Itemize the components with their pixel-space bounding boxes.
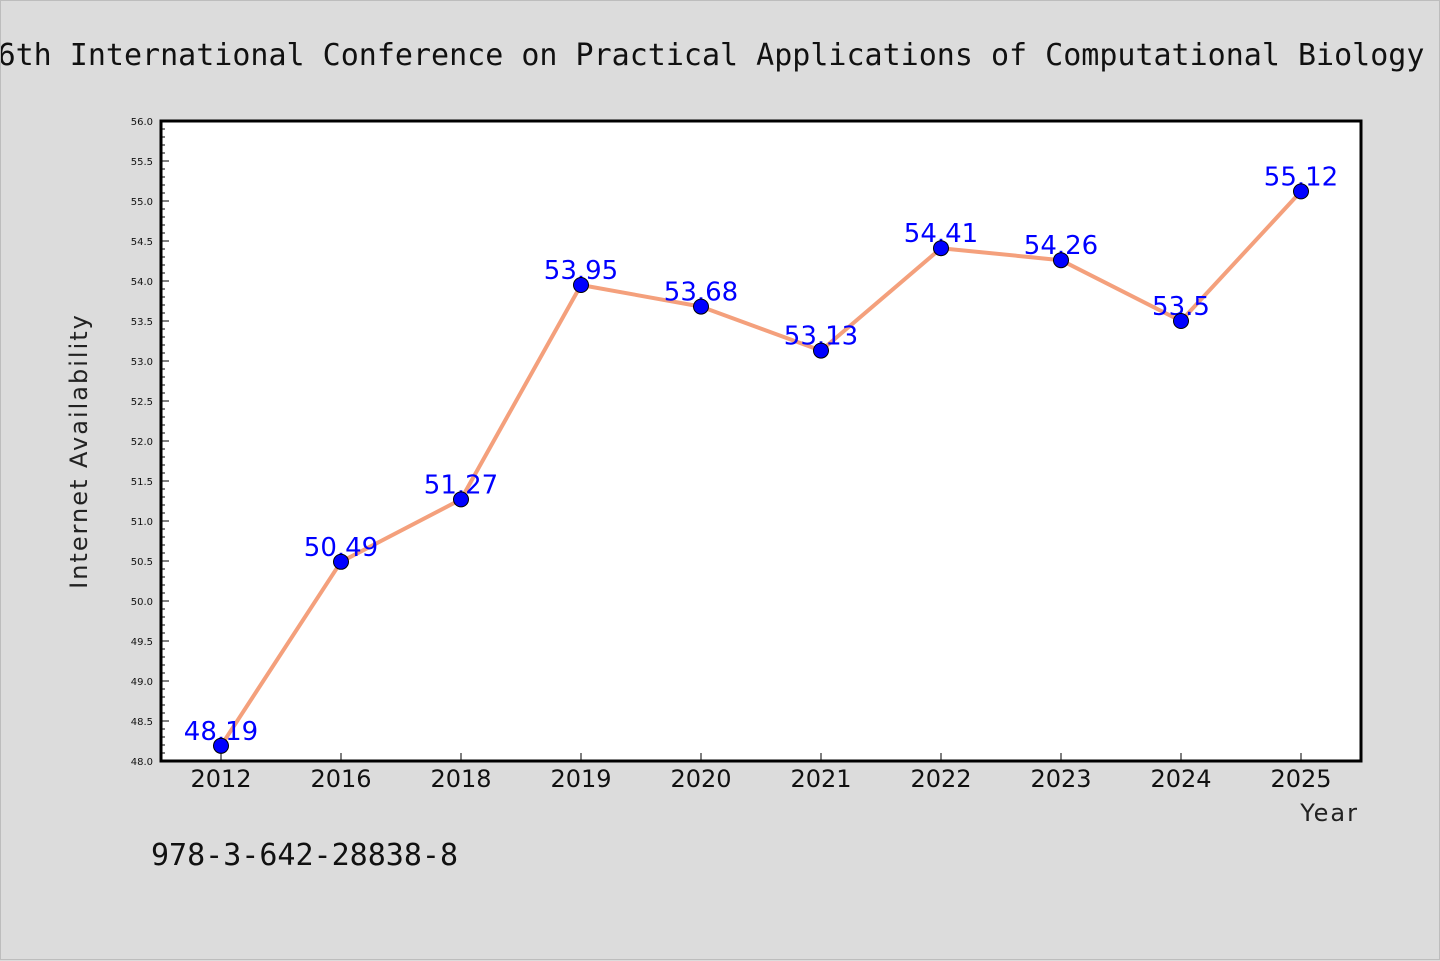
data-point: [333, 553, 349, 570]
y-tick-label: 52.0: [131, 437, 153, 448]
y-tick-label: 48.0: [131, 757, 153, 768]
y-tick-label: 51.5: [131, 477, 153, 488]
chart-title: 6th International Conference on Practica…: [1, 38, 1424, 73]
x-tick-label: 2012: [190, 765, 251, 793]
y-tick-label: 52.5: [131, 397, 153, 408]
y-axis: 48.0 48.5 49.0 49.5 50.0 50.5 51.0 51.5 52.0 52.5…: [131, 117, 169, 768]
x-axis-label: Year: [1299, 799, 1359, 827]
x-tick-label: 2019: [550, 765, 611, 793]
data-point: [1173, 313, 1189, 329]
data-point: [573, 277, 589, 293]
data-point: [693, 298, 709, 315]
y-tick-label: 54.0: [131, 277, 153, 288]
y-tick-label: 50.0: [131, 597, 153, 608]
data-point: [1053, 252, 1069, 269]
x-tick-label: 2016: [310, 765, 371, 793]
y-tick-label: 55.5: [131, 157, 153, 168]
y-tick-label: 56.0: [131, 117, 153, 128]
y-tick-label: 55.0: [131, 197, 153, 208]
series-line: [219, 190, 1303, 747]
data-point: [813, 342, 829, 359]
plot-area: [159, 119, 1363, 763]
x-tick-label: 2020: [670, 765, 731, 793]
y-tick-label: 50.5: [131, 557, 153, 568]
y-tick-label: 53.0: [131, 357, 153, 368]
y-tick-label: 51.0: [131, 517, 153, 528]
data-point: [453, 491, 469, 508]
x-tick-label: 2023: [1030, 765, 1091, 793]
x-tick-label: 2024: [1150, 765, 1211, 793]
y-tick-label: 49.0: [131, 677, 153, 688]
x-tick-label: 2018: [430, 765, 491, 793]
data-point: [933, 240, 949, 257]
x-axis: 2012 2016 2018 2019 2020 2021 2022 2023 2024 2025: [190, 753, 1332, 793]
y-tick-label: 54.5: [131, 237, 153, 248]
y-axis-label: Internet Availability: [65, 313, 93, 589]
x-tick-label: 2021: [790, 765, 851, 793]
y-tick-label: 53.5: [131, 317, 153, 328]
y-tick-label: 48.5: [131, 717, 153, 728]
data-point: [213, 737, 229, 754]
x-tick-label: 2022: [910, 765, 971, 793]
data-point: [1293, 183, 1309, 200]
x-tick-label: 2025: [1270, 765, 1331, 793]
y-tick-label: 49.5: [131, 637, 153, 648]
isbn-text: 978-3-642-28838-8: [151, 838, 458, 873]
